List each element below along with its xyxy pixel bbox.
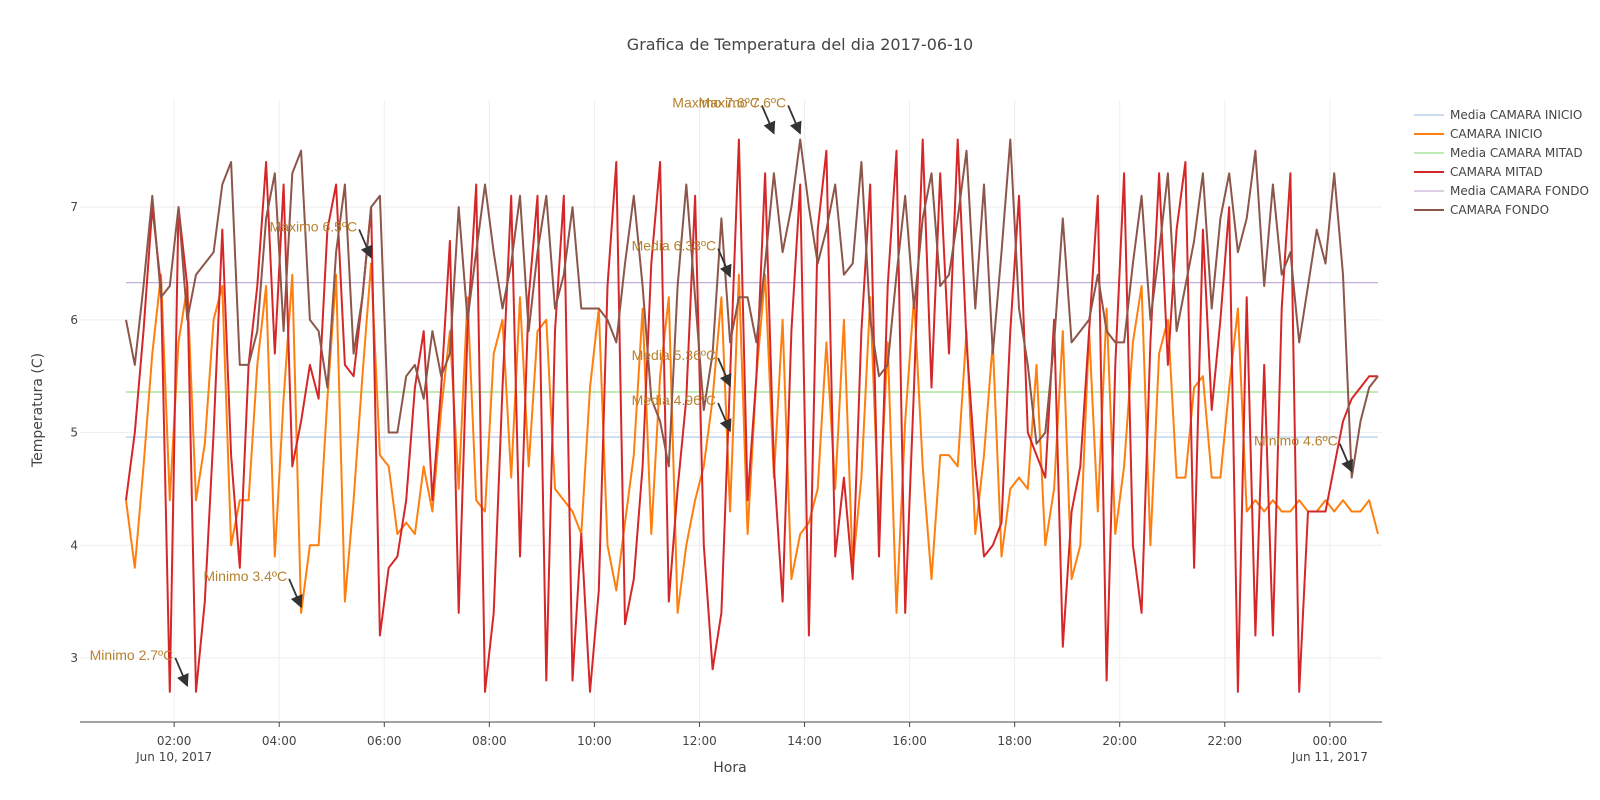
legend-label: Media CAMARA INICIO xyxy=(1450,108,1582,122)
x-tick-label: 20:00 xyxy=(1102,734,1137,748)
annotation: Minimo 2.7ºC xyxy=(90,647,188,686)
annotation-label: Maximo 6.5ºC xyxy=(270,218,358,234)
annotation: Minimo 3.4ºC xyxy=(203,568,301,607)
x-tick-label: 04:00 xyxy=(262,734,297,748)
y-tick-label: 7 xyxy=(70,200,78,214)
x-tick-label: 06:00 xyxy=(367,734,402,748)
annotation-label: Minimo 2.7ºC xyxy=(90,647,174,663)
annotation-label: Minimo 3.4ºC xyxy=(203,568,287,584)
x-tick-label: 22:00 xyxy=(1207,734,1242,748)
legend-item[interactable]: CAMARA MITAD xyxy=(1414,165,1543,179)
x-axis-ticks: 02:00 Jun 10, 2017 04:00 06:00 08:00 10:00 12:… xyxy=(135,722,1368,764)
legend-item[interactable]: CAMARA FONDO xyxy=(1414,203,1549,217)
x-tick-label: 16:00 xyxy=(892,734,927,748)
x-tick-label: 10:00 xyxy=(577,734,612,748)
legend-item[interactable]: Media CAMARA MITAD xyxy=(1414,146,1583,160)
annotation-label: Minimo 4.6ºC xyxy=(1254,433,1338,449)
annotation-arrow xyxy=(289,579,301,607)
annotation-arrow xyxy=(175,658,187,686)
y-tick-label: 4 xyxy=(70,538,78,552)
y-axis-ticks: 3 4 5 6 7 xyxy=(70,200,78,665)
legend[interactable]: Media CAMARA INICIO CAMARA INICIO Media CA… xyxy=(1414,108,1589,217)
x-tick-label: 12:00 xyxy=(682,734,717,748)
y-tick-label: 3 xyxy=(70,651,78,665)
chart-title: Grafica de Temperatura del dia 2017-06-1… xyxy=(627,35,973,54)
x-axis-title: Hora xyxy=(713,760,746,776)
legend-item[interactable]: CAMARA INICIO xyxy=(1414,127,1542,141)
legend-label: CAMARA INICIO xyxy=(1450,127,1542,141)
legend-label: Media CAMARA FONDO xyxy=(1450,184,1589,198)
x-tick-label: 02:00 xyxy=(157,734,192,748)
annotation-arrow xyxy=(788,105,800,133)
annotation-label: Media 4.96ºC xyxy=(632,392,717,408)
legend-label: CAMARA MITAD xyxy=(1450,165,1543,179)
x-tick-date-label: Jun 11, 2017 xyxy=(1291,750,1368,764)
x-tick-label: 14:00 xyxy=(787,734,822,748)
x-tick-label: 08:00 xyxy=(472,734,507,748)
x-tick-label: 00:00 xyxy=(1313,734,1348,748)
legend-label: Media CAMARA MITAD xyxy=(1450,146,1583,160)
annotation-label: Media 5.36ºC xyxy=(632,347,717,363)
legend-item[interactable]: Media CAMARA FONDO xyxy=(1414,184,1589,198)
x-tick-date-label: Jun 10, 2017 xyxy=(135,750,212,764)
y-axis-title: Temperatura (C) xyxy=(30,353,46,468)
legend-label: CAMARA FONDO xyxy=(1450,203,1549,217)
annotation: Maximo 7.6ºC xyxy=(699,94,801,133)
legend-item[interactable]: Media CAMARA INICIO xyxy=(1414,108,1582,122)
x-tick-label: 18:00 xyxy=(997,734,1032,748)
annotation-label: Maximo 7.6ºC xyxy=(699,94,787,110)
y-tick-label: 5 xyxy=(70,426,78,440)
annotation-label: Media 6.33ºC xyxy=(632,238,717,254)
y-tick-label: 6 xyxy=(70,313,78,327)
